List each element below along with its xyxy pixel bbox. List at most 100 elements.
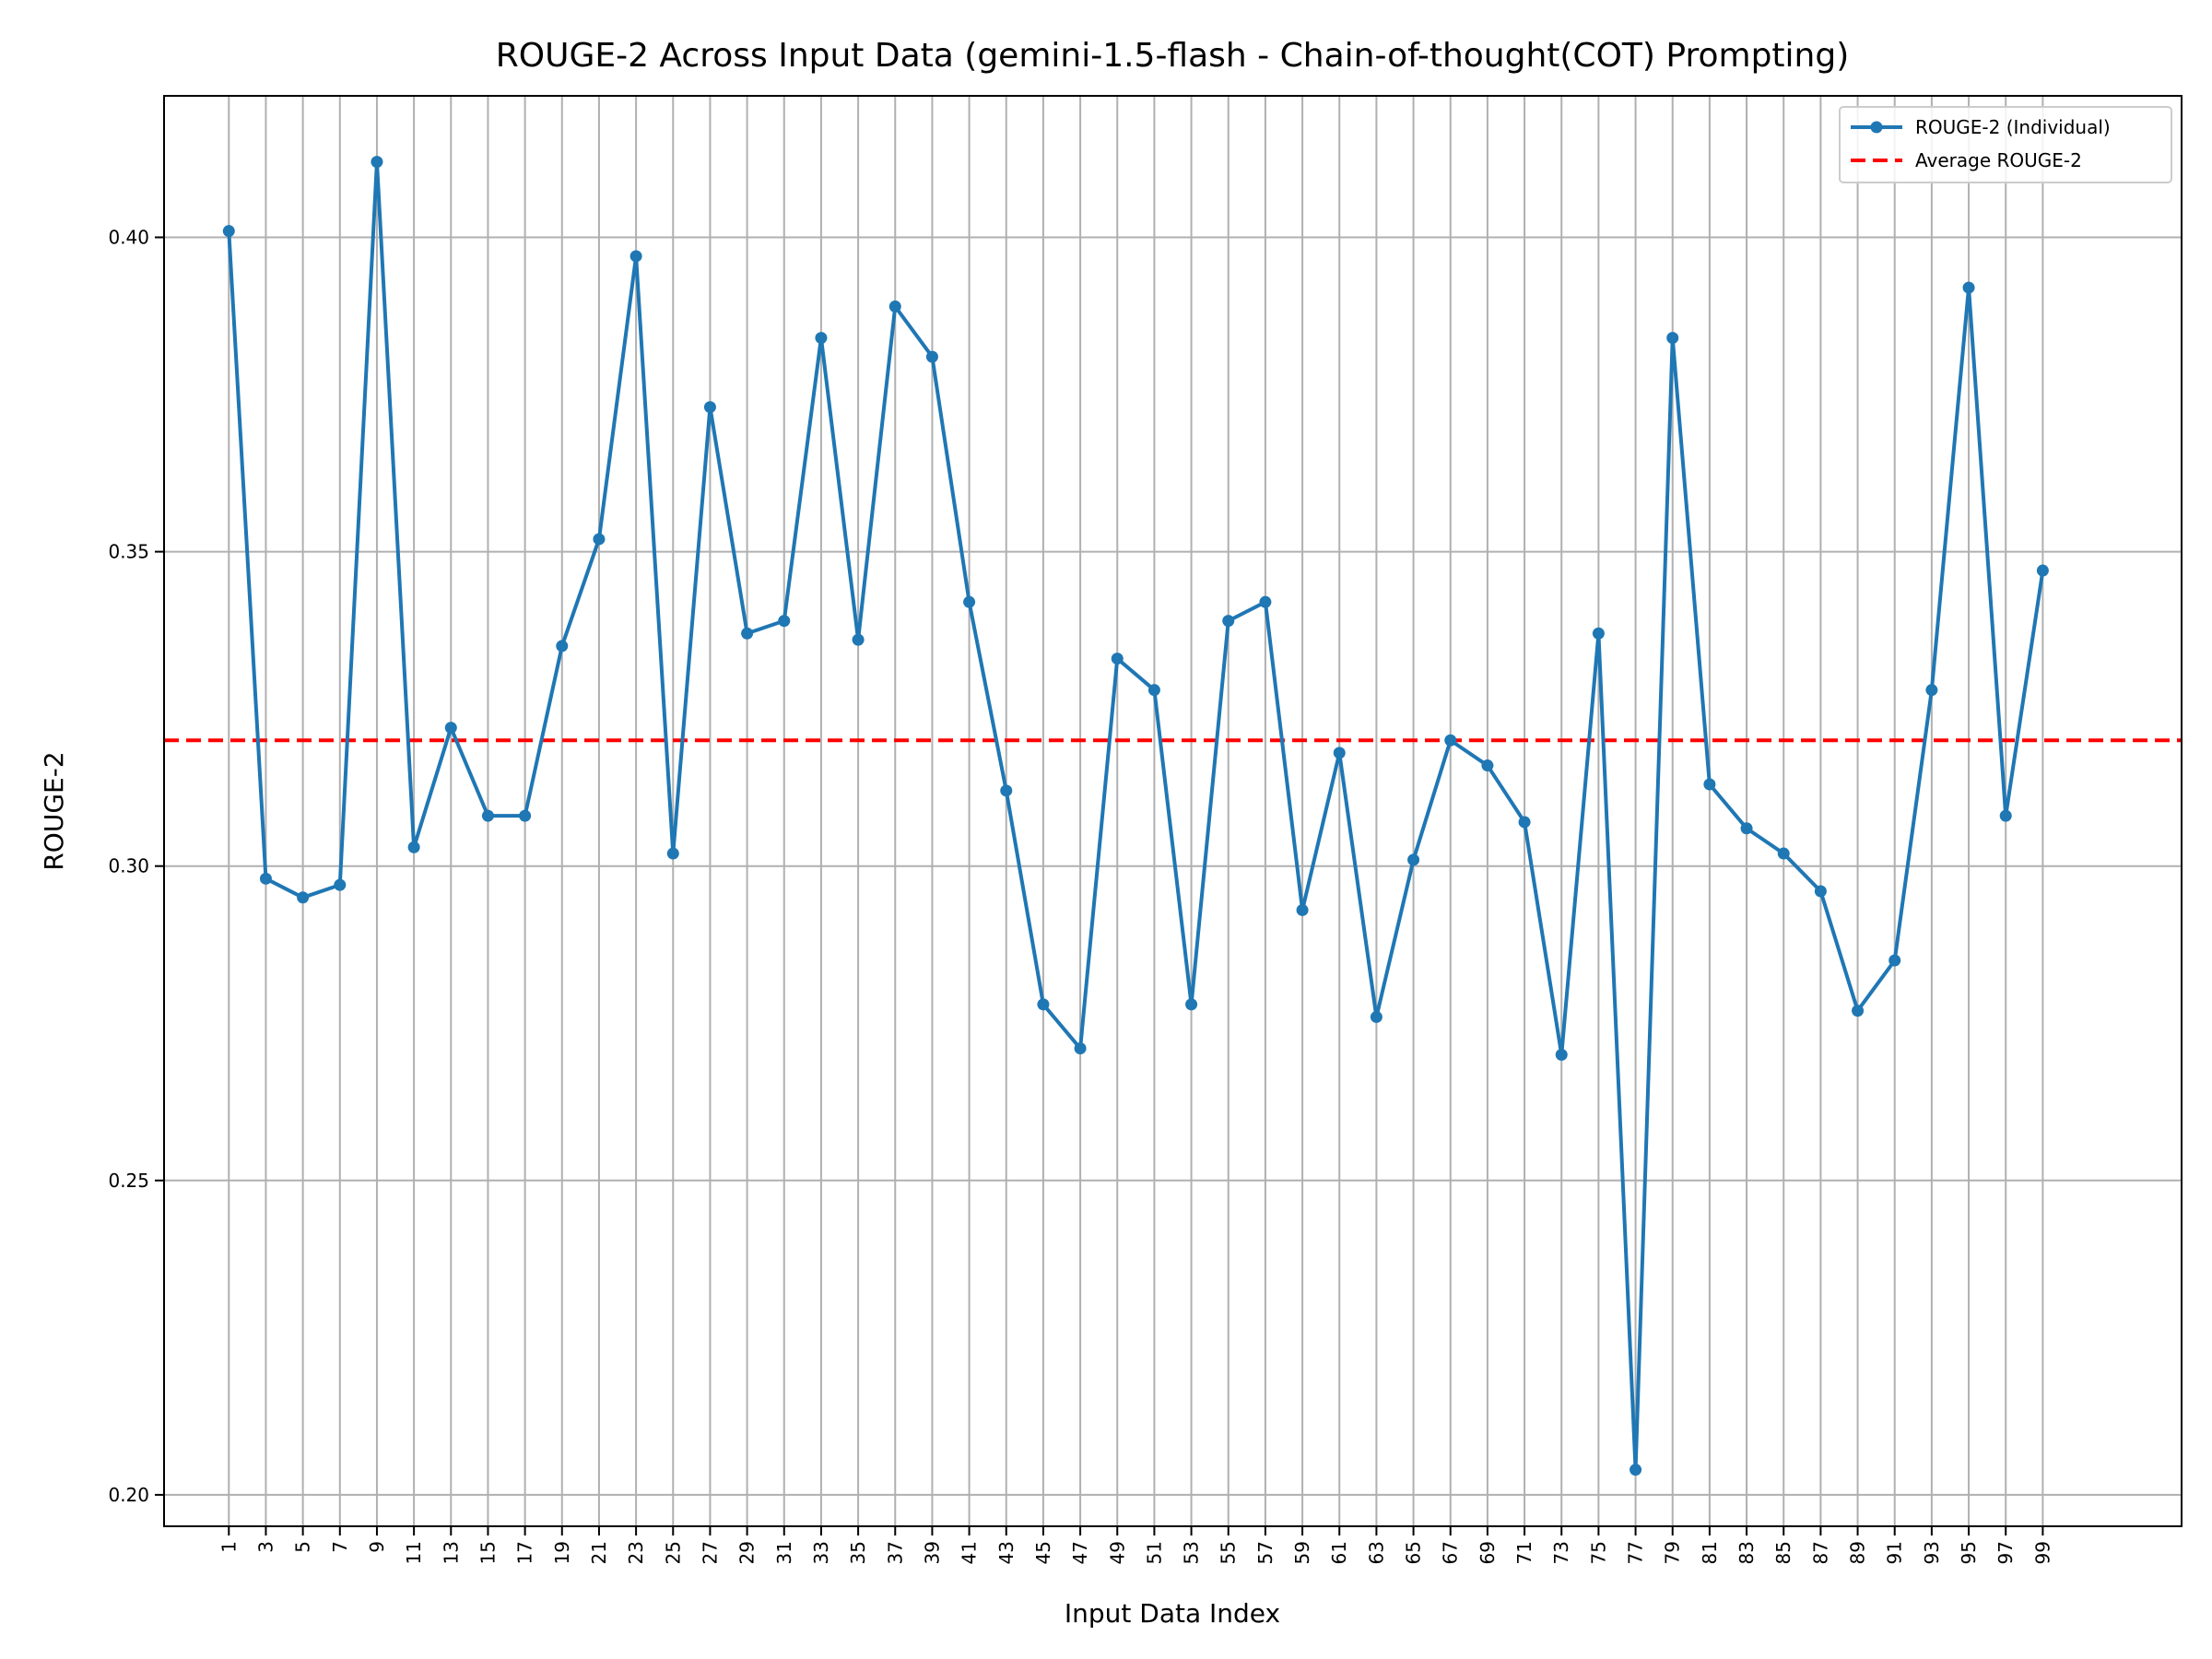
data-point <box>1740 822 1753 835</box>
x-tick-label: 83 <box>1735 1541 1758 1564</box>
data-point <box>1259 595 1272 608</box>
legend: ROUGE-2 (Individual) Average ROUGE-2 <box>1839 106 2172 183</box>
data-point <box>519 809 532 822</box>
data-point <box>1444 734 1457 747</box>
data-point <box>444 722 457 735</box>
x-tick-label: 53 <box>1181 1541 1203 1564</box>
legend-label-individual: ROUGE-2 (Individual) <box>1915 116 2111 138</box>
data-point <box>1074 1042 1087 1055</box>
data-point <box>1999 809 2012 822</box>
y-ticks: 0.20 0.25 0.30 0.35 0.40 <box>108 226 164 1506</box>
x-tick-label: 69 <box>1477 1541 1499 1564</box>
x-tick-label: 39 <box>921 1541 943 1564</box>
x-tick-label: 65 <box>1403 1541 1425 1564</box>
data-point <box>297 891 310 904</box>
data-point <box>888 300 901 313</box>
x-tick-label: 13 <box>440 1541 462 1564</box>
x-tick-label: 91 <box>1884 1541 1906 1564</box>
data-point <box>1518 816 1531 829</box>
x-tick-label: 95 <box>1958 1541 1980 1564</box>
series-line <box>227 159 2045 1472</box>
data-point <box>963 595 976 608</box>
x-tick-label: 15 <box>477 1541 499 1564</box>
data-point <box>259 872 272 885</box>
plot-area-frame <box>163 95 2183 1527</box>
data-point <box>1888 954 1901 967</box>
x-axis-label: Input Data Index <box>1065 1598 1280 1629</box>
data-point <box>222 225 235 238</box>
x-tick-label: 45 <box>1032 1541 1054 1564</box>
chart-title: ROUGE-2 Across Input Data (gemini-1.5-fl… <box>496 37 1850 75</box>
data-point <box>1037 998 1050 1011</box>
y-tick-label: 0.40 <box>108 226 149 248</box>
x-tick-label: 47 <box>1069 1541 1091 1564</box>
data-point <box>1370 1010 1382 1023</box>
x-tick-label: 11 <box>403 1541 425 1564</box>
legend-marker-individual <box>1870 121 1883 134</box>
y-tick-label: 0.30 <box>108 855 149 877</box>
data-point <box>1147 684 1160 697</box>
data-point <box>1666 332 1679 345</box>
data-point <box>741 627 754 640</box>
x-tick-label: 57 <box>1254 1541 1277 1564</box>
data-point <box>1185 998 1198 1011</box>
data-point <box>703 401 716 414</box>
legend-box <box>1839 106 2172 183</box>
x-tick-label: 43 <box>995 1541 1018 1564</box>
data-point <box>2036 564 2049 577</box>
data-point <box>1407 853 1420 866</box>
x-tick-label: 35 <box>847 1541 869 1564</box>
x-tick-label: 49 <box>1106 1541 1128 1564</box>
x-tick-label: 7 <box>329 1541 351 1553</box>
data-point <box>1481 759 1494 772</box>
x-tick-label: 81 <box>1699 1541 1721 1564</box>
series-group <box>222 156 2049 1477</box>
data-point <box>1592 627 1605 640</box>
data-point <box>1333 747 1346 759</box>
x-tick-label: 51 <box>1143 1541 1165 1564</box>
x-tick-label: 71 <box>1513 1541 1535 1564</box>
x-tick-label: 29 <box>736 1541 759 1564</box>
data-point <box>1296 903 1309 916</box>
x-tick-label: 75 <box>1587 1541 1609 1564</box>
x-tick-label: 85 <box>1772 1541 1794 1564</box>
y-tick-label: 0.25 <box>108 1170 149 1192</box>
x-tick-label: 73 <box>1550 1541 1572 1564</box>
data-point <box>1962 281 1975 294</box>
x-tick-label: 3 <box>254 1541 276 1553</box>
data-point <box>629 250 642 263</box>
x-tick-label: 23 <box>625 1541 647 1564</box>
data-point <box>1555 1048 1568 1061</box>
x-tick-label: 21 <box>588 1541 610 1564</box>
x-tick-label: 99 <box>2031 1541 2053 1564</box>
x-tick-label: 17 <box>514 1541 536 1564</box>
data-point <box>852 633 865 646</box>
x-tick-label: 1 <box>218 1541 240 1553</box>
x-tick-label: 59 <box>1291 1541 1313 1564</box>
data-point <box>371 156 383 169</box>
y-axis-label: ROUGE-2 <box>39 751 69 870</box>
x-tick-label: 63 <box>1365 1541 1387 1564</box>
data-point <box>815 332 828 345</box>
grid <box>164 96 2182 1526</box>
data-point <box>334 878 347 891</box>
data-point <box>925 350 938 363</box>
x-tick-label: 5 <box>292 1541 314 1553</box>
data-point <box>1000 784 1013 797</box>
x-tick-label: 67 <box>1440 1541 1462 1564</box>
x-tick-label: 33 <box>810 1541 832 1564</box>
data-point <box>593 533 606 546</box>
y-tick-label: 0.20 <box>108 1484 149 1506</box>
x-tick-label: 77 <box>1625 1541 1647 1564</box>
data-point <box>1111 653 1124 665</box>
x-tick-label: 9 <box>366 1541 388 1553</box>
data-point <box>1852 1005 1865 1018</box>
data-point <box>778 615 791 628</box>
data-point <box>666 847 679 860</box>
y-tick-label: 0.35 <box>108 541 149 563</box>
x-tick-label: 79 <box>1662 1541 1684 1564</box>
x-tick-label: 87 <box>1809 1541 1831 1564</box>
x-tick-label: 19 <box>551 1541 573 1564</box>
